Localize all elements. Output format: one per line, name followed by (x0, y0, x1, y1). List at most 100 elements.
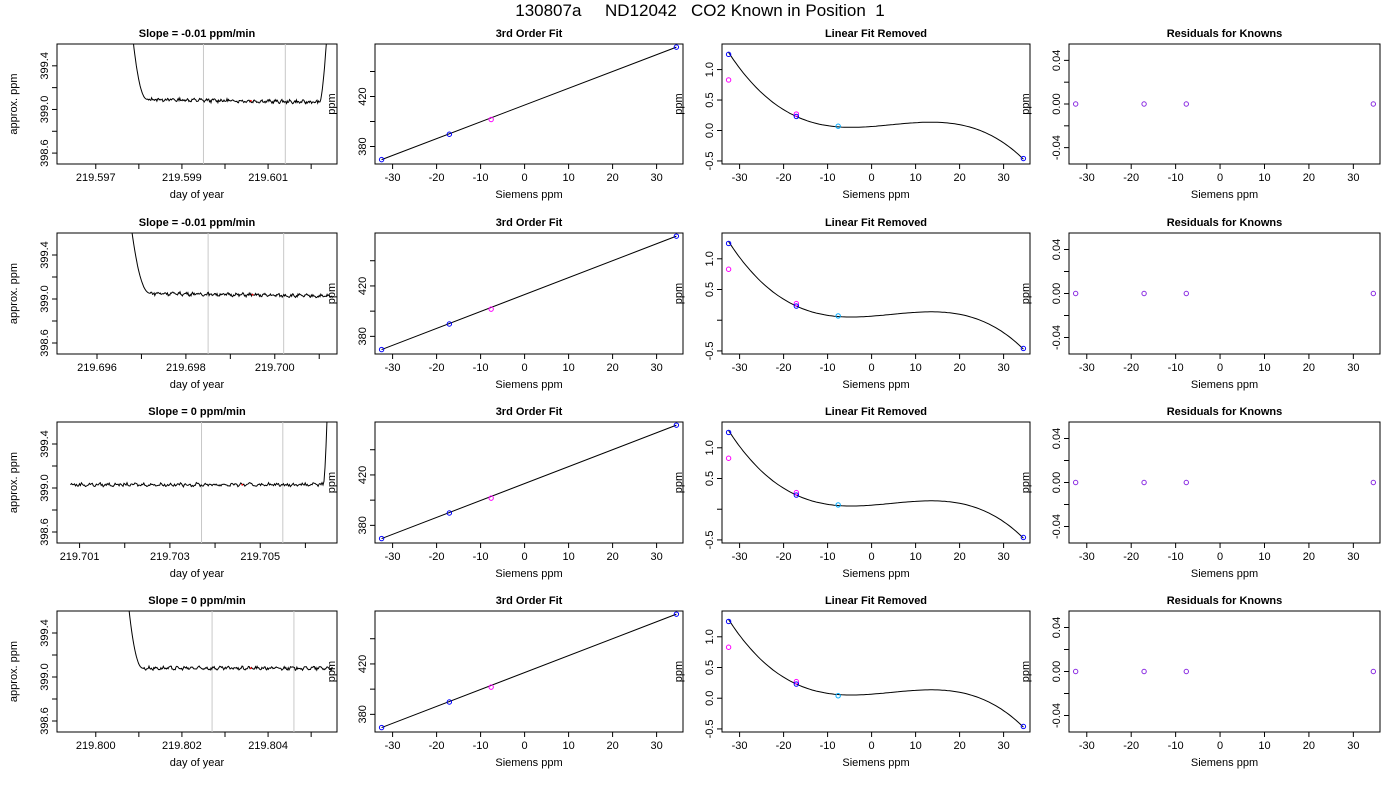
x-tick-label: 30 (997, 172, 1009, 184)
data-point (725, 77, 732, 83)
plot-frame (721, 421, 1031, 544)
y-tick-label: -0.04 (1051, 514, 1063, 539)
y-tick-label: 398.6 (39, 329, 51, 357)
panel-r3-c4: Residuals for Knowns -30 -20 -10 0 10 20 30 -0.0… (1020, 406, 1381, 580)
x-tick-label: 30 (997, 551, 1009, 563)
data-point (446, 131, 453, 137)
plot-frame (1068, 421, 1381, 544)
y-axis-label: ppm (673, 93, 685, 114)
y-tick-label: 0.04 (1051, 239, 1063, 260)
panel-title: Linear Fit Removed (825, 406, 927, 418)
panel-r1-c3: Linear Fit Removed -30 -20 -10 0 10 20 30 -0.5 0.… (673, 28, 1031, 201)
x-tick-label: 219.700 (255, 362, 295, 374)
x-tick-label: -10 (1168, 362, 1184, 374)
concentration-trace (133, 44, 327, 105)
data-point (793, 489, 800, 496)
panel-title: Residuals for Knowns (1167, 28, 1283, 40)
x-axis-label: Siemens ppm (842, 189, 909, 201)
x-tick-label: -20 (1123, 172, 1139, 184)
y-tick-label: 0.04 (1051, 50, 1063, 71)
y-tick-label: -0.04 (1051, 325, 1063, 350)
x-tick-label: 10 (1258, 740, 1270, 752)
x-tick-label: 0 (522, 362, 528, 374)
data-point (673, 44, 680, 50)
y-tick-label: 399.4 (39, 52, 51, 80)
x-tick-label: 0 (522, 551, 528, 563)
y-tick-label: 0.04 (1051, 428, 1063, 449)
x-tick-label: -20 (1123, 362, 1139, 374)
y-axis-label: ppm (1020, 661, 1032, 682)
y-tick-label: 399.0 (39, 96, 51, 124)
y-tick-label: 0.5 (704, 660, 716, 675)
data-point (725, 618, 732, 625)
data-point (835, 502, 841, 508)
y-tick-label: 398.6 (39, 707, 51, 735)
data-point (446, 321, 453, 327)
y-tick-label: 399.0 (39, 474, 51, 502)
x-tick-label: -20 (776, 551, 792, 563)
y-tick-label: 0.0 (704, 691, 716, 706)
plot-frame (374, 232, 684, 355)
concentration-trace (128, 611, 333, 672)
x-tick-label: -30 (732, 551, 748, 563)
panel-r3-c1: Slope = 0 ppm/min 219.701 219.703 219.705 39… (8, 406, 338, 580)
y-tick-label: 0.04 (1051, 617, 1063, 638)
x-tick-label: -10 (473, 362, 489, 374)
data-point (725, 266, 732, 272)
data-point (1141, 290, 1147, 297)
x-axis-label: Siemens ppm (842, 379, 909, 391)
y-tick-label: -0.5 (704, 530, 716, 549)
panel-r2-c3: Linear Fit Removed -30 -20 -10 0 10 20 30 -0.5 0.… (673, 217, 1031, 391)
plot-frame (374, 43, 684, 165)
x-tick-label: 20 (1303, 362, 1315, 374)
x-tick-label: 0 (1217, 551, 1223, 563)
y-tick-label: 399.4 (39, 241, 51, 269)
plot-area (70, 422, 328, 543)
x-axis-label: day of year (170, 189, 225, 201)
fit-line (381, 46, 677, 161)
plot-frame (1068, 232, 1381, 355)
x-tick-label: -20 (1123, 551, 1139, 563)
y-tick-label: 420 (357, 277, 369, 295)
y-tick-label: -0.5 (704, 719, 716, 738)
plot-area (725, 618, 1027, 730)
x-tick-label: 10 (562, 362, 574, 374)
x-tick-label: -30 (385, 551, 401, 563)
y-tick-label: 399.0 (39, 663, 51, 691)
data-point (378, 156, 385, 163)
y-tick-label: 1.0 (704, 629, 716, 644)
x-tick-label: -10 (820, 172, 836, 184)
x-tick-label: 20 (1303, 551, 1315, 563)
x-tick-label: 10 (1258, 551, 1270, 563)
x-tick-label: -10 (820, 551, 836, 563)
x-tick-label: 10 (562, 740, 574, 752)
y-axis-label: ppm (673, 283, 685, 304)
plot-frame (56, 43, 338, 165)
y-axis-label: ppm (326, 472, 338, 493)
y-axis-label: approx. ppm (8, 263, 20, 324)
x-axis-label: Siemens ppm (495, 757, 562, 769)
x-tick-label: -20 (429, 740, 445, 752)
x-axis-label: day of year (170, 568, 225, 580)
plot-area (378, 44, 680, 163)
y-tick-label: 0.00 (1051, 283, 1063, 304)
cubic-fit-curve (728, 52, 1024, 160)
plot-area (131, 233, 334, 354)
y-tick-label: 380 (357, 705, 369, 723)
y-tick-label: 380 (357, 137, 369, 155)
y-axis-label: ppm (1020, 93, 1032, 114)
panel-title: Slope = -0.01 ppm/min (139, 217, 256, 229)
x-tick-label: -30 (1079, 551, 1095, 563)
data-point (1072, 290, 1079, 297)
y-tick-label: 1.0 (704, 251, 716, 266)
data-point (488, 495, 494, 501)
plot-frame (56, 232, 338, 355)
x-tick-label: 219.696 (77, 362, 117, 374)
data-point (488, 116, 494, 123)
plot-frame (374, 421, 684, 544)
panel-r1-c4: Residuals for Knowns -30 -20 -10 0 10 20 30 -0.0… (1020, 28, 1381, 201)
data-point (1020, 345, 1027, 352)
panel-title: 3rd Order Fit (496, 217, 563, 229)
x-tick-label: -10 (473, 172, 489, 184)
panel-title: 3rd Order Fit (496, 28, 563, 40)
